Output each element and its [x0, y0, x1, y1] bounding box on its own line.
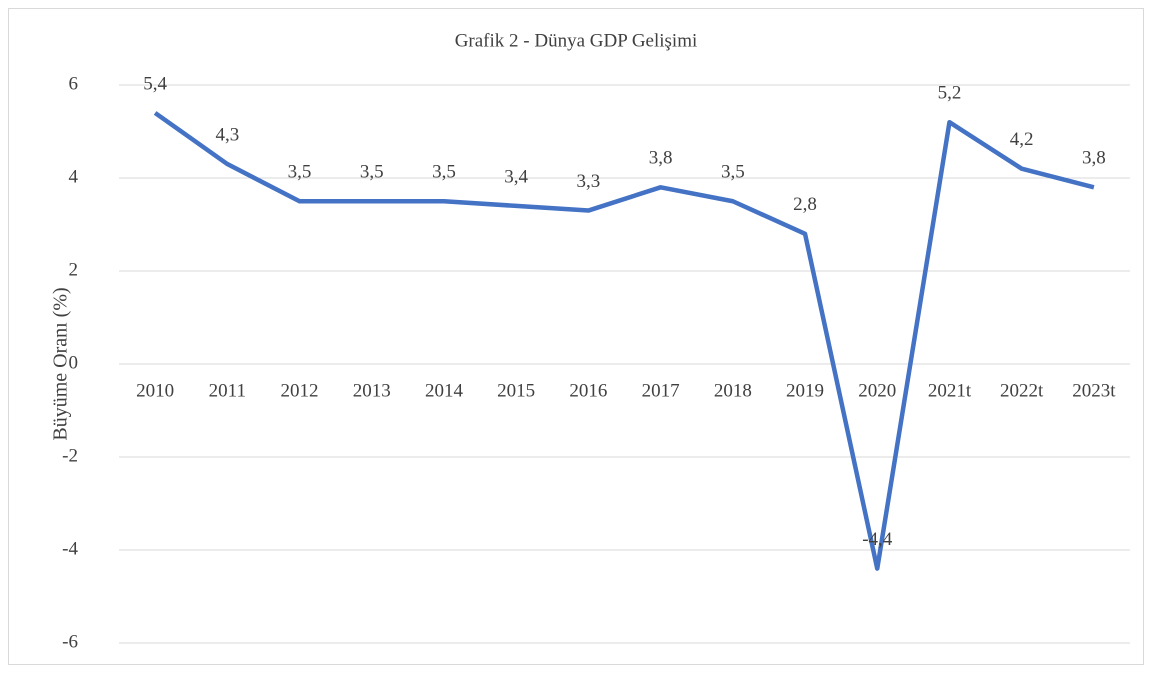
- chart-border: [8, 8, 1144, 665]
- data-label: 3,8: [1082, 148, 1106, 169]
- data-label: 4,3: [215, 124, 239, 145]
- y-tick-label: -2: [62, 445, 78, 466]
- data-label: 3,4: [504, 166, 528, 187]
- x-tick-label: 2015: [497, 380, 535, 401]
- line: [153, 111, 1095, 571]
- y-tick-label: 4: [69, 166, 79, 187]
- x-tick-label: 2020: [858, 380, 896, 401]
- x-tick-label: 2018: [714, 380, 752, 401]
- data-label: 5,2: [938, 83, 962, 104]
- x-tick-label: 2010: [136, 380, 174, 401]
- y-tick-label: 6: [69, 73, 79, 94]
- chart-title: Grafik 2 - Dünya GDP Gelişimi: [455, 30, 698, 51]
- x-tick-label: 2014: [425, 380, 464, 401]
- x-tick-label: 2013: [353, 380, 391, 401]
- x-tick-label: 2021t: [928, 380, 972, 401]
- y-tick-label: 0: [69, 352, 79, 373]
- data-label: 3,5: [360, 162, 384, 183]
- y-axis-label: Büyüme Oranı (%): [50, 287, 72, 440]
- x-tick-label: 2019: [786, 380, 824, 401]
- x-tick-label: 2011: [209, 380, 246, 401]
- y-tick-label: 2: [69, 259, 79, 280]
- data-label: 3,5: [288, 162, 312, 183]
- y-tick-label: -4: [62, 538, 78, 559]
- x-tick-label: 2022t: [1000, 380, 1044, 401]
- data-label: 4,2: [1010, 129, 1034, 150]
- x-tick-label: 2017: [642, 380, 680, 401]
- x-tick-label: 2016: [569, 380, 607, 401]
- data-label: 3,5: [721, 162, 745, 183]
- data-label: 3,5: [432, 162, 456, 183]
- data-label: 3,8: [649, 148, 673, 169]
- data-label: -4,4: [862, 529, 893, 550]
- x-tick-label: 2012: [281, 380, 319, 401]
- data-label: 3,3: [577, 171, 601, 192]
- data-label: 5,4: [143, 73, 167, 94]
- y-tick-label: -6: [62, 631, 78, 652]
- x-tick-label: 2023t: [1072, 380, 1116, 401]
- data-label: 2,8: [793, 194, 817, 215]
